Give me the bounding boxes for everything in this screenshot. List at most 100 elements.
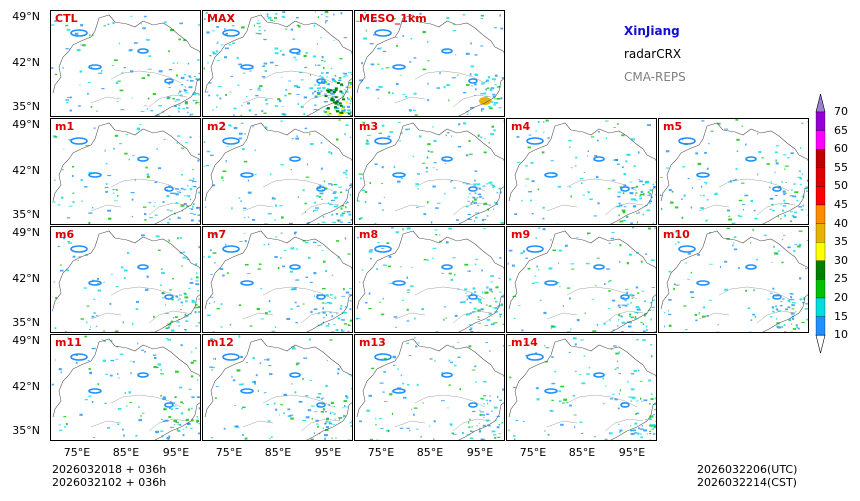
echo-cell (704, 181, 708, 183)
echo-cell (352, 30, 353, 31)
echo-cell (244, 133, 246, 135)
echo-cell (781, 326, 783, 329)
echo-cell (368, 292, 371, 295)
echo-cell (345, 91, 349, 93)
echo-cell (798, 230, 803, 232)
echo-cell (323, 93, 327, 95)
echo-cell (168, 87, 171, 88)
echo-cell (186, 107, 189, 109)
echo-cell (325, 187, 328, 190)
echo-cell (588, 367, 591, 369)
lake-outline (468, 186, 478, 192)
echo-cell (212, 184, 216, 187)
echo-cell (338, 119, 341, 121)
echo-cell (54, 327, 57, 329)
echo-cell (331, 411, 334, 413)
echo-cell (617, 304, 621, 307)
echo-cell (313, 308, 318, 311)
echo-cell (323, 408, 325, 410)
echo-cell (349, 308, 352, 311)
panel-label: MAX (207, 12, 235, 25)
echo-cell (804, 308, 808, 310)
echo-cell (393, 165, 396, 169)
echo-cell (332, 79, 337, 82)
echo-cell (432, 126, 434, 128)
echo-cell (446, 16, 450, 19)
lake-outline (696, 172, 710, 178)
echo-cell (196, 59, 200, 61)
echo-cell (199, 216, 200, 218)
echo-cell (263, 38, 267, 41)
echo-cell (500, 222, 504, 224)
echo-cell (115, 358, 119, 360)
echo-cell (176, 428, 179, 431)
lon-tick-label: 85°E (568, 446, 596, 459)
echo-cell (783, 199, 786, 202)
echo-cell (266, 15, 269, 18)
echo-cell (54, 179, 56, 182)
echo-cell (369, 43, 374, 45)
echo-cell (313, 24, 315, 27)
echo-cell (259, 362, 262, 364)
echo-cell (724, 288, 728, 291)
map-canvas (508, 119, 656, 224)
echo-cell (164, 303, 166, 306)
echo-cell (157, 249, 161, 251)
echo-cell (61, 168, 64, 171)
valid-time-utc: 2026032206(UTC) (697, 463, 798, 476)
echo-cell (309, 379, 313, 381)
echo-cell (466, 84, 470, 86)
echo-cell (612, 159, 614, 161)
echo-cell (805, 303, 808, 305)
echo-cell (336, 240, 340, 242)
echo-cell (150, 110, 154, 112)
echo-cell (493, 322, 498, 324)
echo-cell (586, 373, 590, 375)
echo-cell (334, 74, 337, 77)
lon-tick-label: 75°E (63, 446, 91, 459)
echo-cell (334, 418, 336, 420)
echo-cell (569, 186, 571, 188)
echo-cell (322, 307, 324, 310)
echo-cell (695, 152, 699, 155)
echo-cell (147, 74, 150, 77)
echo-cell (618, 314, 621, 317)
colorbar-level-label: 20 (834, 291, 848, 304)
strong-echo (479, 97, 491, 105)
echo-cell (327, 83, 330, 86)
echo-cell (467, 113, 469, 115)
echo-cell (340, 304, 343, 307)
colorbar-segment (815, 260, 826, 280)
echo-cell (480, 308, 484, 311)
echo-cell (484, 325, 488, 326)
echo-cell (556, 223, 560, 224)
echo-cell (320, 36, 322, 39)
echo-cell (331, 274, 333, 276)
echo-cell (294, 391, 297, 394)
map-canvas (203, 119, 352, 224)
echo-cell (244, 264, 249, 266)
lake-outline (620, 294, 630, 300)
echo-cell (383, 50, 387, 53)
echo-cell (550, 160, 554, 162)
echo-cell (405, 20, 407, 23)
echo-cell (100, 70, 103, 72)
echo-cell (579, 374, 582, 376)
echo-cell (287, 415, 292, 417)
echo-cell (797, 245, 801, 248)
echo-cell (76, 49, 81, 52)
echo-cell (321, 189, 324, 191)
echo-cell (503, 72, 504, 74)
echo-cell (144, 105, 147, 107)
echo-cell (181, 265, 183, 267)
echo-cell (587, 150, 589, 152)
echo-cell (228, 44, 232, 46)
echo-cell (176, 62, 179, 64)
echo-cell (216, 308, 220, 310)
echo-cell (350, 183, 352, 185)
echo-cell (323, 260, 326, 263)
echo-cell (193, 92, 196, 95)
echo-cell (474, 73, 479, 76)
echo-cell (374, 222, 377, 224)
echo-cell (104, 402, 107, 404)
